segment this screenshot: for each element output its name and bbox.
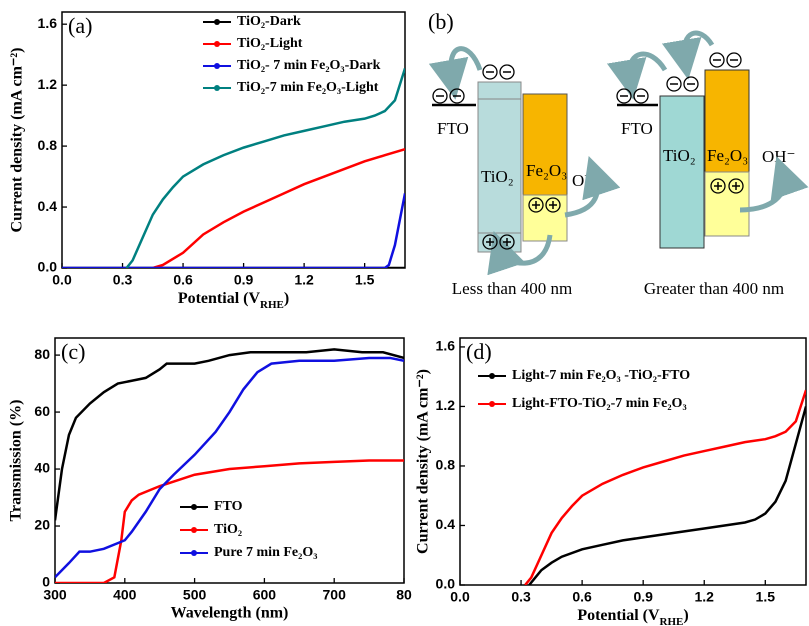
x-tick-label: 80 <box>396 587 412 603</box>
y-tick-label: 1.2 <box>38 76 58 92</box>
caption: Greater than 400 nm <box>644 279 784 298</box>
subscript: RHE <box>260 299 284 311</box>
data-line <box>55 349 404 520</box>
y-tick-label: 60 <box>34 403 50 419</box>
legend-label: Light-FTO-TiO₂-7 min Fe₂O₃ <box>512 396 687 411</box>
legend-marker <box>489 401 495 407</box>
x-axis-label: Potential (VRHE) <box>178 290 289 311</box>
legend-label: Light-7 min Fe₂O₃ -TiO₂-FTO <box>512 368 690 383</box>
y-tick-label: 80 <box>34 346 50 362</box>
caption: Less than 400 nm <box>452 279 572 298</box>
x-axis-label: Potential (VRHE) <box>577 607 688 626</box>
band-diagram: (b) FTO TiO₂ Fe₂O₃ OH⁻ Less than 400 nm … <box>428 9 796 298</box>
legend-marker <box>191 504 197 510</box>
panel-label: (a) <box>68 13 92 38</box>
y-tick-label: 0 <box>42 574 50 590</box>
x-axis-label: Wavelength (nm) <box>171 605 289 622</box>
x-tick-label: 400 <box>113 587 137 603</box>
text-part: Potential (V <box>178 290 261 307</box>
y-tick-label: 1.6 <box>436 338 456 354</box>
x-tick-label: 1.2 <box>695 589 715 605</box>
oh-label: OH⁻ <box>762 147 796 166</box>
legend-marker <box>489 373 495 379</box>
data-line <box>529 406 806 585</box>
legend-label: TiO₂ <box>214 522 242 537</box>
x-tick-label: 0.9 <box>234 272 254 288</box>
tio2-band <box>660 96 704 248</box>
y-axis-label: Transmission (%) <box>8 400 25 522</box>
x-tick-label: 0.9 <box>633 589 653 605</box>
fe2o3-gap <box>705 172 749 236</box>
y-tick-label: 0.4 <box>38 198 58 214</box>
subscript: RHE <box>660 616 684 626</box>
y-tick-label: 0.8 <box>436 457 456 473</box>
y-tick-label: 0.4 <box>436 516 456 532</box>
x-tick-label: 0.6 <box>572 589 592 605</box>
arrow <box>451 49 480 80</box>
arrow <box>629 54 665 80</box>
y-tick-label: 0.0 <box>436 576 456 592</box>
panel-label: (c) <box>61 339 85 364</box>
x-tick-label: 1.5 <box>355 272 375 288</box>
figure: (b) FTO TiO₂ Fe₂O₃ OH⁻ Less than 400 nm … <box>0 0 809 626</box>
data-line <box>127 68 405 268</box>
legend-label: TiO₂-Light <box>237 36 303 51</box>
y-tick-label: 20 <box>34 517 50 533</box>
tio2-label: TiO₂ <box>481 167 514 186</box>
legend-marker <box>191 527 197 533</box>
y-tick-label: 0.8 <box>38 137 58 153</box>
x-tick-label: 600 <box>253 587 277 603</box>
x-tick-label: 700 <box>323 587 347 603</box>
panel-label: (b) <box>428 9 454 34</box>
y-tick-label: 1.6 <box>38 15 58 31</box>
y-tick-label: 0.0 <box>38 259 58 275</box>
x-tick-label: 500 <box>183 587 207 603</box>
tio2-label: TiO₂ <box>663 146 696 165</box>
legend-marker <box>214 19 220 25</box>
y-tick-label: 1.2 <box>436 397 456 413</box>
arrow <box>684 33 712 60</box>
x-tick-label: 0.6 <box>173 272 193 288</box>
y-tick-label: 40 <box>34 460 50 476</box>
text-part: ) <box>284 290 289 307</box>
plot-frame <box>62 12 405 268</box>
x-tick-label: 0.3 <box>113 272 133 288</box>
text-part: Potential (V <box>577 607 660 624</box>
legend-label: FTO <box>214 499 243 514</box>
legend-label: TiO₂- 7 min Fe₂O₃-Dark <box>237 58 381 73</box>
y-axis-label: Current density (mA cm⁻²) <box>415 369 432 554</box>
legend-label: Pure 7 min Fe₂O₃ <box>214 545 317 560</box>
data-line <box>153 149 405 268</box>
fe2o3-label: Fe₂O₃ <box>526 161 567 180</box>
legend-marker <box>214 63 220 69</box>
fe2o3-label: Fe₂O₃ <box>707 146 748 165</box>
panel-label: (d) <box>466 339 492 364</box>
legend-marker <box>214 85 220 91</box>
x-tick-label: 0.3 <box>511 589 531 605</box>
fto-label: FTO <box>621 119 653 138</box>
legend-label: TiO₂-7 min Fe₂O₃-Light <box>237 80 379 95</box>
legend-marker <box>214 41 220 47</box>
x-tick-label: 1.2 <box>294 272 314 288</box>
legend-marker <box>191 550 197 556</box>
text-part: ) <box>683 607 688 624</box>
legend-label: TiO₂-Dark <box>237 14 301 29</box>
oh-label: OH⁻ <box>572 171 606 190</box>
data-line <box>62 193 405 268</box>
fto-label: FTO <box>437 119 469 138</box>
y-axis-label: Current density (mA cm⁻²) <box>9 48 26 233</box>
x-tick-label: 1.5 <box>756 589 776 605</box>
